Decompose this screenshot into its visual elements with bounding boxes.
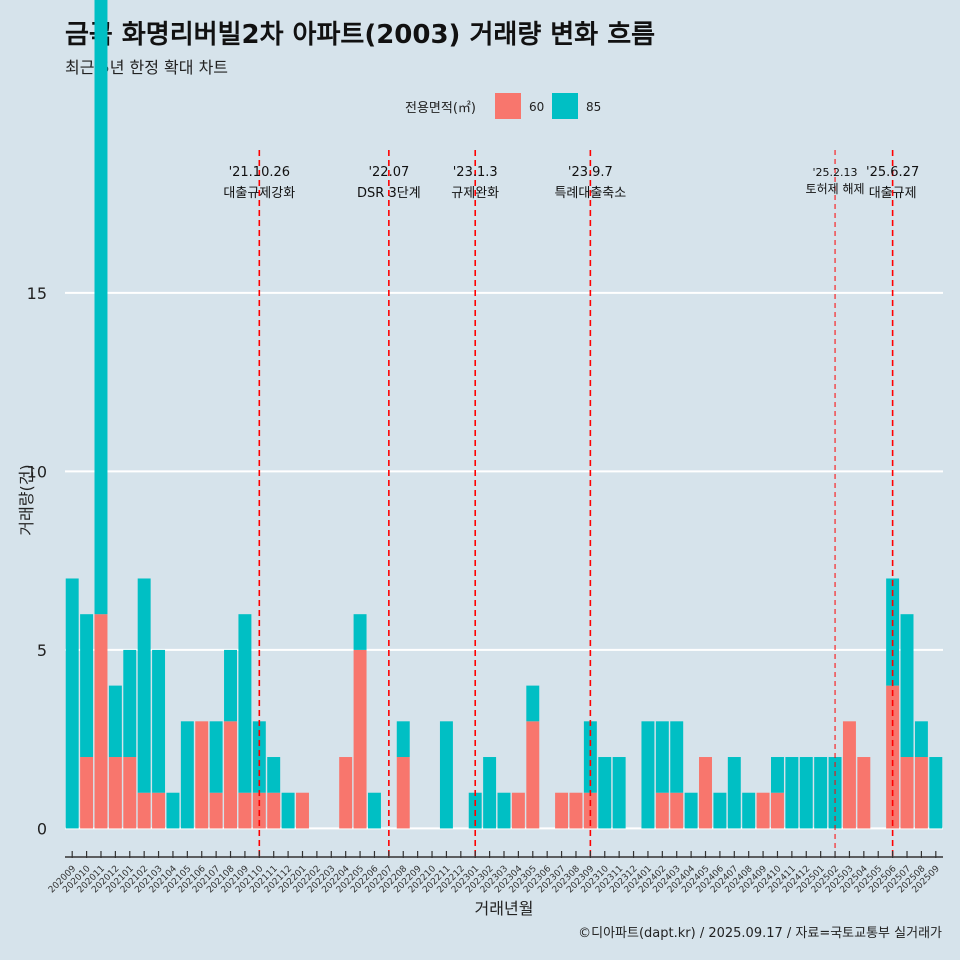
- event-label: 대출규제: [869, 186, 917, 201]
- bar-60: [770, 792, 784, 829]
- bar-85: [727, 757, 741, 829]
- legend-label-85: 85: [586, 100, 601, 114]
- bar-60: [108, 757, 122, 829]
- bar-85: [396, 721, 410, 758]
- event-date: '22.07: [368, 165, 409, 180]
- bar-85: [612, 757, 626, 829]
- bar-60: [756, 792, 770, 829]
- bar-85: [439, 721, 453, 829]
- y-axis-label: 거래량(건): [17, 464, 36, 535]
- bar-85: [281, 792, 295, 829]
- bar-60: [914, 757, 928, 829]
- event-date: '25.6.27: [866, 165, 919, 180]
- event-label: 특례대출축소: [554, 186, 626, 201]
- bar-85: [224, 649, 238, 722]
- bar-60: [857, 757, 871, 829]
- event-date: '23.9.7: [568, 165, 613, 180]
- bar-85: [497, 792, 511, 829]
- bar-85: [238, 614, 252, 793]
- bar-85: [80, 614, 94, 758]
- bar-60: [569, 792, 583, 829]
- bar-60: [842, 721, 856, 829]
- bar-85: [785, 757, 799, 829]
- bar-60: [224, 721, 238, 829]
- event-label: DSR 3단계: [357, 186, 421, 201]
- bar-60: [886, 685, 900, 829]
- bar-60: [670, 792, 684, 829]
- event-date: '21.10.26: [229, 165, 290, 180]
- event-date: '25.2.13: [813, 166, 858, 179]
- bar-85: [598, 757, 612, 829]
- bar-85: [914, 721, 928, 758]
- y-tick-label: 15: [27, 284, 47, 303]
- legend-swatch-85: [552, 93, 578, 119]
- event-label: 규제완화: [451, 186, 499, 201]
- bar-85: [267, 757, 281, 793]
- source-caption: ©디아파트(dapt.kr) / 2025.09.17 / 자료=국토교통부 실…: [578, 926, 942, 941]
- bar-85: [94, 0, 108, 615]
- bar-85: [252, 721, 266, 793]
- bar-85: [367, 792, 381, 829]
- event-date: '23.1.3: [453, 165, 498, 180]
- y-tick-label: 5: [37, 641, 47, 660]
- bar-85: [108, 685, 122, 758]
- bar-85: [670, 721, 684, 793]
- bar-85: [799, 757, 813, 829]
- bar-60: [152, 792, 166, 829]
- bar-85: [65, 578, 79, 829]
- event-markers: '21.10.26 대출규제강화 '22.07 DSR 3단계 '23.1.3 규제완화 '…: [223, 150, 919, 857]
- x-axis-label: 거래년월: [475, 899, 534, 918]
- bar-85: [770, 757, 784, 793]
- bar-85: [152, 649, 166, 793]
- bar-85: [641, 721, 655, 829]
- bar-60: [555, 792, 569, 829]
- bar-85: [123, 649, 137, 758]
- bar-85: [353, 614, 367, 650]
- bar-60: [137, 792, 151, 829]
- bar-60: [353, 649, 367, 829]
- axes: 0510152020092020102020112020122021012021…: [27, 284, 943, 895]
- bar-60: [699, 757, 712, 829]
- bar-60: [900, 757, 914, 829]
- bar-85: [483, 757, 497, 829]
- bar-60: [195, 721, 209, 829]
- bar-60: [123, 757, 137, 829]
- y-tick-label: 10: [27, 462, 47, 481]
- legend: 전용면적(㎡) 60 85: [405, 93, 601, 119]
- bar-85: [655, 721, 669, 793]
- bar-60: [655, 792, 669, 829]
- bar-60: [339, 757, 353, 829]
- bar-60: [267, 792, 281, 829]
- bar-85: [209, 721, 223, 793]
- bar-85: [814, 757, 828, 829]
- bar-60: [526, 721, 540, 829]
- bar-60: [296, 792, 309, 829]
- bar-60: [209, 792, 223, 829]
- bar-85: [684, 792, 698, 829]
- bar-85: [742, 792, 756, 829]
- legend-label-60: 60: [529, 100, 544, 114]
- bar-60: [80, 757, 94, 829]
- bar-60: [238, 792, 252, 829]
- bar-60: [94, 614, 108, 829]
- chart-title: 금곡 화명리버빌2차 아파트(2003) 거래량 변화 흐름: [65, 20, 656, 50]
- bar-85: [583, 721, 597, 793]
- bar-85: [526, 685, 540, 722]
- bar-85: [137, 578, 151, 793]
- bar-85: [166, 792, 180, 829]
- event-label: 토허제 해제: [806, 182, 865, 196]
- event-label: 대출규제강화: [223, 186, 295, 201]
- bars: [65, 0, 943, 829]
- legend-swatch-60: [495, 93, 521, 119]
- bar-60: [396, 757, 410, 829]
- bar-85: [900, 614, 914, 758]
- bar-85: [713, 792, 727, 829]
- legend-title: 전용면적(㎡): [405, 101, 476, 116]
- bar-60: [511, 792, 525, 829]
- bar-85: [180, 721, 194, 829]
- y-tick-label: 0: [37, 819, 47, 838]
- bar-85: [929, 757, 943, 829]
